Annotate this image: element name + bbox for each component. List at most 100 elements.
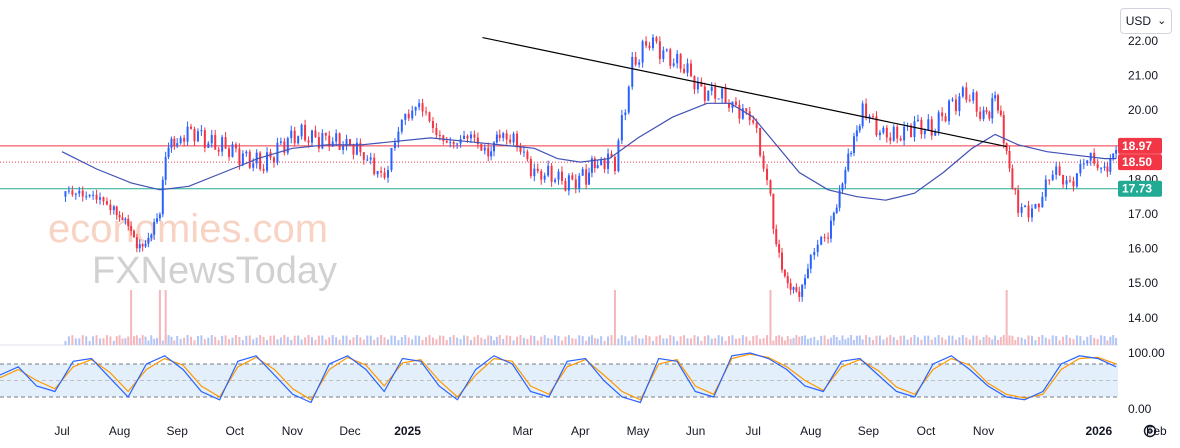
volume-bar <box>248 335 251 345</box>
candle-body <box>183 137 186 142</box>
candle-body <box>1011 168 1014 189</box>
x-tick-label: Dec <box>339 424 360 438</box>
candle-body <box>167 147 170 157</box>
candle-body <box>641 41 644 63</box>
candle-body <box>293 130 296 144</box>
volume-bar <box>778 335 781 345</box>
volume-bar <box>359 337 362 345</box>
volume-bar <box>167 335 170 345</box>
candle-body <box>203 130 206 148</box>
candle-body <box>1069 180 1071 182</box>
x-tick-label: Mar <box>512 424 533 438</box>
candle-body <box>847 153 850 171</box>
volume-bar <box>954 339 957 345</box>
candle-body <box>1072 181 1075 187</box>
volume-bar <box>896 339 899 345</box>
volume-bar <box>710 338 713 345</box>
volume-bar <box>1008 335 1011 345</box>
candle-body <box>1037 203 1040 208</box>
volume-bar <box>342 335 345 345</box>
candle-body <box>972 92 975 101</box>
candle-body <box>231 144 234 157</box>
candle-body <box>445 140 448 143</box>
volume-bar <box>792 337 795 345</box>
candle-body <box>941 112 944 117</box>
currency-dropdown[interactable]: USD ⌄ <box>1120 8 1172 34</box>
volume-bar <box>414 335 417 345</box>
candle-body <box>600 159 603 166</box>
candle-body <box>574 179 577 189</box>
volume-bar <box>889 335 892 345</box>
volume-bar <box>262 336 265 345</box>
candle-body <box>617 140 620 172</box>
candle-body <box>1030 208 1033 218</box>
volume-bar <box>238 336 241 345</box>
volume-bar <box>979 339 982 345</box>
candle-body <box>923 130 926 135</box>
candle-body <box>369 157 372 160</box>
volume-bar <box>141 335 144 345</box>
volume-bar <box>283 335 286 345</box>
candle-body <box>135 237 138 249</box>
gear-icon <box>1143 424 1157 438</box>
candle-body <box>245 151 248 154</box>
candle-body <box>307 140 310 143</box>
volume-bar <box>290 339 293 345</box>
candle-body <box>397 131 400 143</box>
osc-tick-label: 100.00 <box>1128 346 1165 360</box>
volume-bar <box>1041 335 1044 345</box>
volume-bar <box>516 336 519 345</box>
volume-spike <box>164 290 167 345</box>
volume-bar <box>550 338 553 345</box>
candle-body <box>345 138 348 146</box>
settings-button[interactable] <box>1140 421 1160 441</box>
volume-bar <box>138 338 141 345</box>
candle-body <box>529 159 532 177</box>
volume-bar <box>809 337 812 345</box>
volume-bar <box>1044 337 1047 345</box>
volume-bar <box>314 339 317 345</box>
price-axis: 22.0021.0020.0018.0017.0016.0015.0014.00… <box>1128 34 1165 416</box>
x-tick-label: Oct <box>917 424 936 438</box>
candle-body <box>304 124 307 141</box>
candle-body <box>407 113 410 119</box>
candle-body <box>543 175 546 180</box>
candle-body <box>786 276 789 284</box>
volume-bar <box>173 340 176 345</box>
candle-body <box>775 228 778 245</box>
volume-bar <box>259 335 262 345</box>
volume-bar <box>571 338 574 345</box>
volume-bar <box>207 337 210 345</box>
candle-body <box>832 212 835 221</box>
volume-bar <box>1115 337 1118 345</box>
candle-body <box>772 193 775 229</box>
candle-body <box>286 138 289 153</box>
volume-bar <box>190 336 193 345</box>
volume-bar <box>115 336 118 345</box>
volume-bar <box>1030 335 1033 345</box>
candle-body <box>875 116 878 136</box>
volume-bar <box>658 335 661 345</box>
volume-bar <box>1093 337 1096 345</box>
candle-body <box>342 145 345 150</box>
volume-bar <box>376 337 379 345</box>
volume-bar <box>304 337 307 345</box>
candle-body <box>781 252 783 270</box>
candle-body <box>314 130 317 138</box>
candle-body <box>78 190 81 194</box>
volume-bar <box>899 335 902 345</box>
candle-body <box>913 121 916 138</box>
candle-body <box>112 206 115 211</box>
candle-body <box>207 143 210 148</box>
volume-bar <box>564 336 567 345</box>
volume-bar <box>975 335 978 345</box>
candle-body <box>910 125 913 138</box>
volume-bar <box>581 336 584 345</box>
volume-bar <box>645 335 648 345</box>
candle-body <box>927 119 930 131</box>
volume-bar <box>789 338 792 345</box>
candle-body <box>965 87 968 100</box>
candle-body <box>1075 173 1078 187</box>
candle-body <box>540 171 543 180</box>
volume-bar <box>321 335 324 345</box>
